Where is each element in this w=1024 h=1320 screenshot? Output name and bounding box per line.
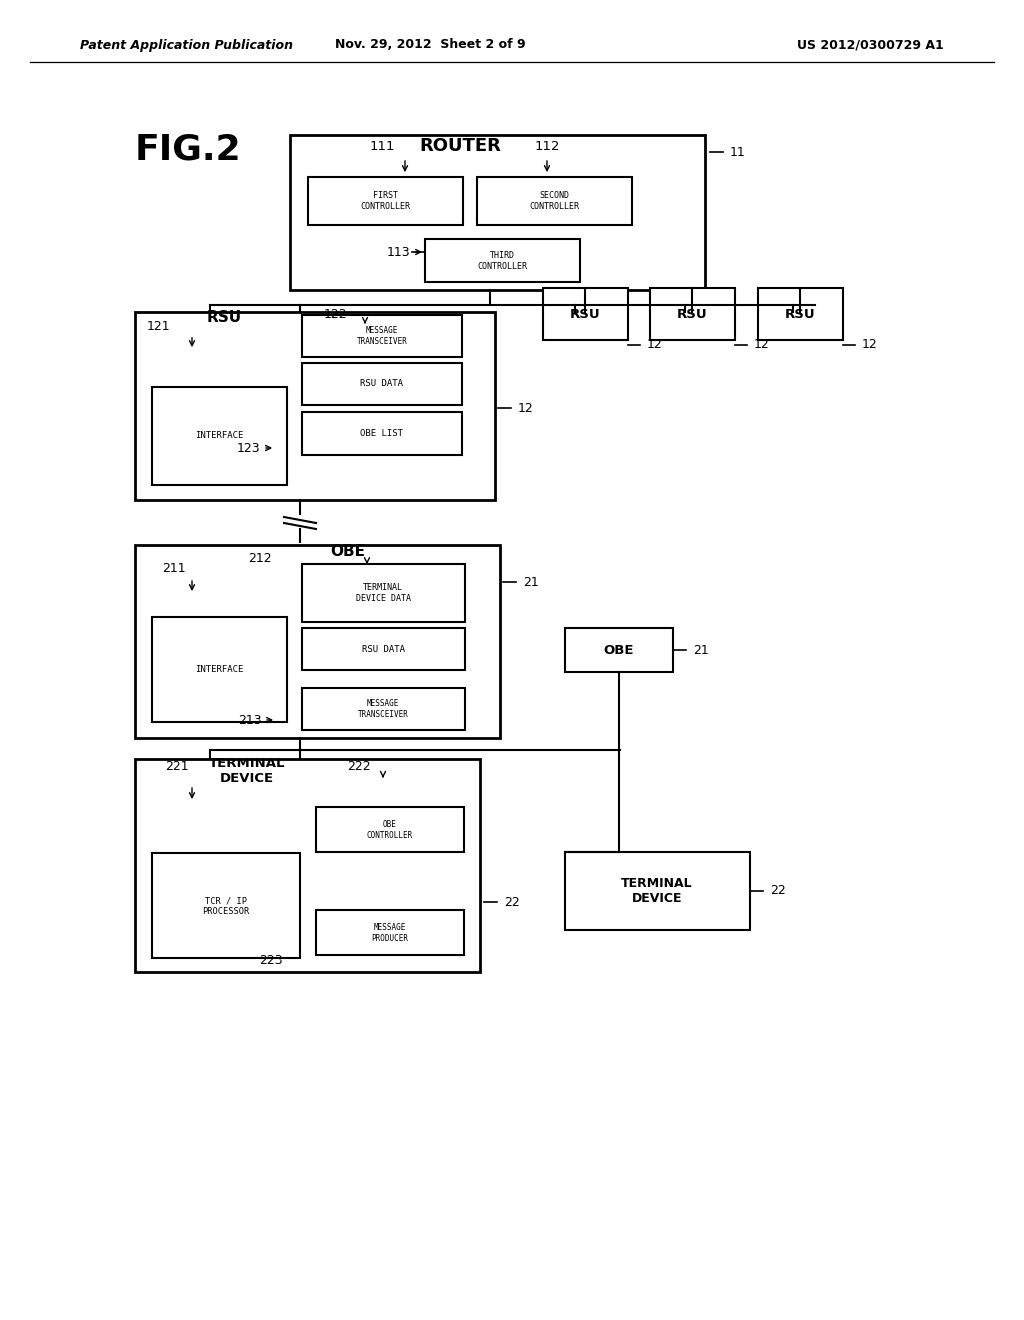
Text: MESSAGE
TRANSCEIVER: MESSAGE TRANSCEIVER bbox=[356, 326, 408, 346]
Text: TERMINAL
DEVICE DATA: TERMINAL DEVICE DATA bbox=[355, 583, 411, 603]
Bar bbox=[477, 177, 632, 224]
Bar bbox=[758, 288, 843, 341]
Bar bbox=[290, 135, 705, 290]
Text: 21: 21 bbox=[523, 576, 539, 589]
Bar bbox=[302, 412, 462, 455]
Text: TCR / IP
PROCESSOR: TCR / IP PROCESSOR bbox=[203, 896, 250, 916]
Bar bbox=[302, 363, 462, 405]
Text: OBE LIST: OBE LIST bbox=[360, 429, 403, 438]
Bar bbox=[308, 177, 463, 224]
Bar bbox=[650, 288, 735, 341]
Text: 112: 112 bbox=[535, 140, 560, 153]
Text: 122: 122 bbox=[324, 309, 347, 322]
Text: 211: 211 bbox=[162, 561, 185, 574]
Text: RSU: RSU bbox=[677, 308, 708, 321]
Text: FIRST
CONTROLLER: FIRST CONTROLLER bbox=[360, 191, 410, 211]
Text: 123: 123 bbox=[237, 441, 260, 454]
Text: THIRD
CONTROLLER: THIRD CONTROLLER bbox=[477, 251, 527, 271]
Text: MESSAGE
TRANSCEIVER: MESSAGE TRANSCEIVER bbox=[357, 700, 409, 718]
Text: US 2012/0300729 A1: US 2012/0300729 A1 bbox=[797, 38, 943, 51]
Text: 221: 221 bbox=[165, 760, 188, 774]
Text: 11: 11 bbox=[730, 145, 745, 158]
Text: RSU: RSU bbox=[569, 308, 600, 321]
Bar bbox=[565, 851, 750, 931]
Text: MESSAGE
PRODUCER: MESSAGE PRODUCER bbox=[372, 923, 409, 942]
Bar bbox=[302, 688, 465, 730]
Text: ROUTER: ROUTER bbox=[419, 137, 501, 154]
Text: FIG.2: FIG.2 bbox=[135, 133, 242, 168]
Text: TERMINAL
DEVICE: TERMINAL DEVICE bbox=[622, 876, 693, 906]
Text: 111: 111 bbox=[370, 140, 395, 153]
Text: RSU DATA: RSU DATA bbox=[360, 380, 403, 388]
Text: 21: 21 bbox=[693, 644, 709, 656]
Text: Nov. 29, 2012  Sheet 2 of 9: Nov. 29, 2012 Sheet 2 of 9 bbox=[335, 38, 525, 51]
Text: 222: 222 bbox=[347, 760, 371, 774]
Text: OBE: OBE bbox=[604, 644, 634, 656]
Text: INTERFACE: INTERFACE bbox=[195, 432, 243, 441]
Text: INTERFACE: INTERFACE bbox=[195, 665, 243, 675]
Bar bbox=[316, 807, 464, 851]
Bar bbox=[565, 628, 673, 672]
Bar bbox=[302, 628, 465, 671]
Text: RSU: RSU bbox=[207, 310, 242, 326]
Bar bbox=[135, 312, 495, 500]
Text: OBE
CONTROLLER: OBE CONTROLLER bbox=[367, 820, 413, 840]
Text: 121: 121 bbox=[146, 319, 170, 333]
Bar bbox=[152, 387, 287, 484]
Text: RSU DATA: RSU DATA bbox=[361, 644, 404, 653]
Bar bbox=[302, 564, 465, 622]
Text: 113: 113 bbox=[386, 246, 410, 259]
Text: 12: 12 bbox=[862, 338, 878, 351]
Text: Patent Application Publication: Patent Application Publication bbox=[80, 38, 293, 51]
Bar bbox=[152, 853, 300, 958]
Bar bbox=[135, 545, 500, 738]
Text: 22: 22 bbox=[504, 895, 520, 908]
Bar bbox=[543, 288, 628, 341]
Text: SECOND
CONTROLLER: SECOND CONTROLLER bbox=[529, 191, 579, 211]
Bar bbox=[302, 315, 462, 356]
Text: OBE: OBE bbox=[330, 544, 365, 560]
Text: 12: 12 bbox=[754, 338, 770, 351]
Text: 12: 12 bbox=[647, 338, 663, 351]
Text: 213: 213 bbox=[239, 714, 262, 726]
Bar bbox=[152, 616, 287, 722]
Text: TERMINAL
DEVICE: TERMINAL DEVICE bbox=[209, 756, 286, 785]
Text: 22: 22 bbox=[770, 884, 785, 898]
Text: RSU: RSU bbox=[784, 308, 815, 321]
Bar bbox=[135, 759, 480, 972]
Text: 12: 12 bbox=[518, 401, 534, 414]
Text: 212: 212 bbox=[248, 552, 271, 565]
Text: 223: 223 bbox=[259, 953, 283, 966]
Bar bbox=[425, 239, 580, 282]
Bar bbox=[316, 909, 464, 954]
